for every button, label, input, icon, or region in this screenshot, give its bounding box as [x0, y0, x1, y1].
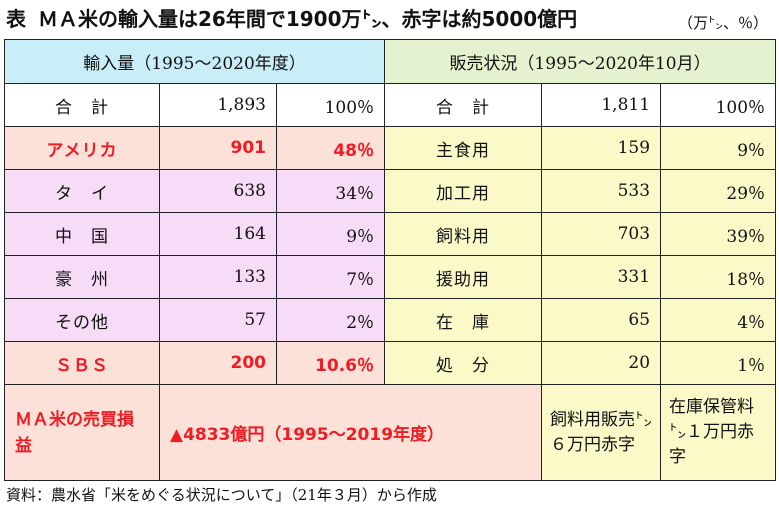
sales-row-label: 主食用	[384, 126, 543, 170]
import-row-label: 豪 州	[4, 255, 160, 299]
title-lead: 表	[6, 7, 26, 31]
import-row-value: 901	[159, 126, 277, 170]
import-row-value: 200	[159, 341, 277, 385]
table-row: 豪 州 133 7％ 援助用 331 18％	[4, 255, 777, 299]
table-row: ＳＢＳ 200 10.6％ 処 分 20 1％	[4, 341, 777, 385]
import-row-label: その他	[4, 298, 160, 342]
header-row: 輸入量（1995〜2020年度） 販売状況（1995〜2020年10月）	[3, 39, 777, 84]
sales-row-label: 飼料用	[384, 212, 543, 256]
sales-row-value: 20	[541, 341, 662, 385]
sales-total-value: 1,811	[541, 83, 662, 127]
import-row-value: 133	[159, 255, 277, 299]
import-header: 輸入量（1995〜2020年度）	[3, 39, 386, 84]
source-note: 資料：農水省「米をめぐる状況について」（21年３月）から作成	[6, 486, 437, 504]
sales-row-value: 65	[541, 298, 662, 342]
import-row-value: 638	[159, 169, 277, 213]
sales-row-pct: 29％	[660, 169, 777, 213]
sales-row-label: 処 分	[384, 341, 543, 385]
title-text: ＭＡ米の輸入量は26年間で1900万㌧、赤字は約5000億円	[38, 7, 578, 31]
unit-label: （万㌧、％）	[677, 14, 768, 32]
table-row: アメリカ 901 48％ 主食用 159 9％	[4, 126, 777, 170]
import-total-value: 1,893	[159, 83, 277, 127]
sales-row-value: 703	[541, 212, 662, 256]
table-row: 中 国 164 9％ 飼料用 703 39％	[4, 212, 777, 256]
sales-row-label: 援助用	[384, 255, 543, 299]
import-row-pct: 10.6％	[275, 341, 386, 385]
sales-row-pct: 4％	[660, 298, 777, 342]
import-row-value: 57	[159, 298, 277, 342]
import-row-pct: 7％	[275, 255, 386, 299]
sales-row-label: 在 庫	[384, 298, 543, 342]
import-row-pct: 48％	[275, 126, 386, 170]
table-row: その他 57 2％ 在 庫 65 4％	[4, 298, 777, 342]
table-row: タ イ 638 34％ 加工用 533 29％	[4, 169, 777, 213]
ma-trade-row: ＭＡ米の売買損益 ▲4833億円（1995〜2019年度） 飼料用販売㌧６万円赤…	[4, 384, 777, 481]
import-total-label: 合 計	[4, 83, 160, 127]
sales-row-value: 533	[541, 169, 662, 213]
sales-row-pct: 1％	[660, 341, 777, 385]
storage-loss-note: 在庫保管料㌧１万円赤字	[660, 384, 777, 481]
import-row-label: ＳＢＳ	[4, 341, 160, 385]
ma-rice-table: 輸入量（1995〜2020年度） 販売状況（1995〜2020年10月） 合 計…	[3, 39, 777, 481]
sales-row-value: 331	[541, 255, 662, 299]
import-row-pct: 2％	[275, 298, 386, 342]
sales-row-pct: 9％	[660, 126, 777, 170]
sales-row-pct: 18％	[660, 255, 777, 299]
total-row: 合 計 1,893 100％ 合 計 1,811 100％	[4, 83, 777, 127]
sales-header: 販売状況（1995〜2020年10月）	[384, 39, 777, 84]
sales-row-pct: 39％	[660, 212, 777, 256]
ma-trade-label: ＭＡ米の売買損益	[4, 384, 160, 481]
import-row-pct: 9％	[275, 212, 386, 256]
sales-row-value: 159	[541, 126, 662, 170]
import-total-pct: 100％	[275, 83, 386, 127]
feed-loss-note: 飼料用販売㌧６万円赤字	[541, 384, 662, 481]
import-row-label: アメリカ	[4, 126, 160, 170]
sales-row-label: 加工用	[384, 169, 543, 213]
sales-total-pct: 100％	[660, 83, 777, 127]
sales-total-label: 合 計	[384, 83, 543, 127]
import-row-label: タ イ	[4, 169, 160, 213]
import-row-pct: 34％	[275, 169, 386, 213]
import-row-value: 164	[159, 212, 277, 256]
table-title: 表 ＭＡ米の輸入量は26年間で1900万㌧、赤字は約5000億円 （万㌧、％）	[6, 4, 776, 34]
import-row-label: 中 国	[4, 212, 160, 256]
ma-trade-loss: ▲4833億円（1995〜2019年度）	[158, 384, 543, 481]
